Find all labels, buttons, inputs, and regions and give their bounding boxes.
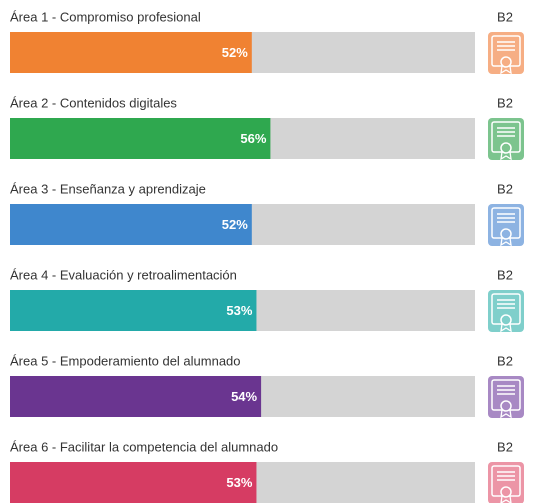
badge-ribbon [500,409,512,419]
level-badge [488,204,524,247]
area-row: Área 6 - Facilitar la competencia del al… [10,439,524,503]
area-title: Área 4 - Evaluación y retroalimentación [10,267,237,282]
area-title: Área 5 - Empoderamiento del alumnado [10,353,241,368]
badge-seal [500,142,512,154]
badge-seal [500,314,512,326]
progress-label: 54% [231,389,257,404]
level-badge [488,462,524,503]
level-badge [488,118,524,161]
area-row: Área 4 - Evaluación y retroalimentación B… [10,267,524,333]
level-badge [488,290,524,333]
progress-label: 53% [226,475,252,490]
area-row: Área 2 - Contenidos digitales B2 56% [10,95,524,161]
progress-label: 53% [226,303,252,318]
area-row: Área 1 - Compromiso profesional B2 52% [10,9,524,75]
level-badge [488,32,524,75]
area-row: Área 3 - Enseñanza y aprendizaje B2 52% [10,181,524,247]
level-label: B2 [497,9,513,24]
progress-label: 52% [222,45,248,60]
area-title: Área 2 - Contenidos digitales [10,95,177,110]
progress-fill [10,32,252,73]
level-label: B2 [497,95,513,110]
badge-seal [500,56,512,68]
progress-label: 56% [240,131,266,146]
level-label: B2 [497,439,513,454]
area-title: Área 1 - Compromiso profesional [10,9,201,24]
level-label: B2 [497,353,513,368]
level-label: B2 [497,181,513,196]
badge-ribbon [500,495,512,503]
badge-ribbon [500,237,512,247]
area-row: Área 5 - Empoderamiento del alumnado B2 54… [10,353,524,419]
area-title: Área 3 - Enseñanza y aprendizaje [10,181,206,196]
progress-fill [10,290,257,331]
level-badge [488,376,524,419]
progress-fill [10,204,252,245]
area-title: Área 6 - Facilitar la competencia del al… [10,439,278,454]
level-label: B2 [497,267,513,282]
progress-fill [10,376,262,417]
badge-seal [500,228,512,240]
progress-fill [10,462,257,503]
badge-ribbon [500,323,512,333]
badge-seal [500,486,512,498]
badge-ribbon [500,65,512,75]
progress-label: 52% [222,217,248,232]
badge-seal [500,400,512,412]
progress-fill [10,118,271,159]
badge-ribbon [500,151,512,161]
